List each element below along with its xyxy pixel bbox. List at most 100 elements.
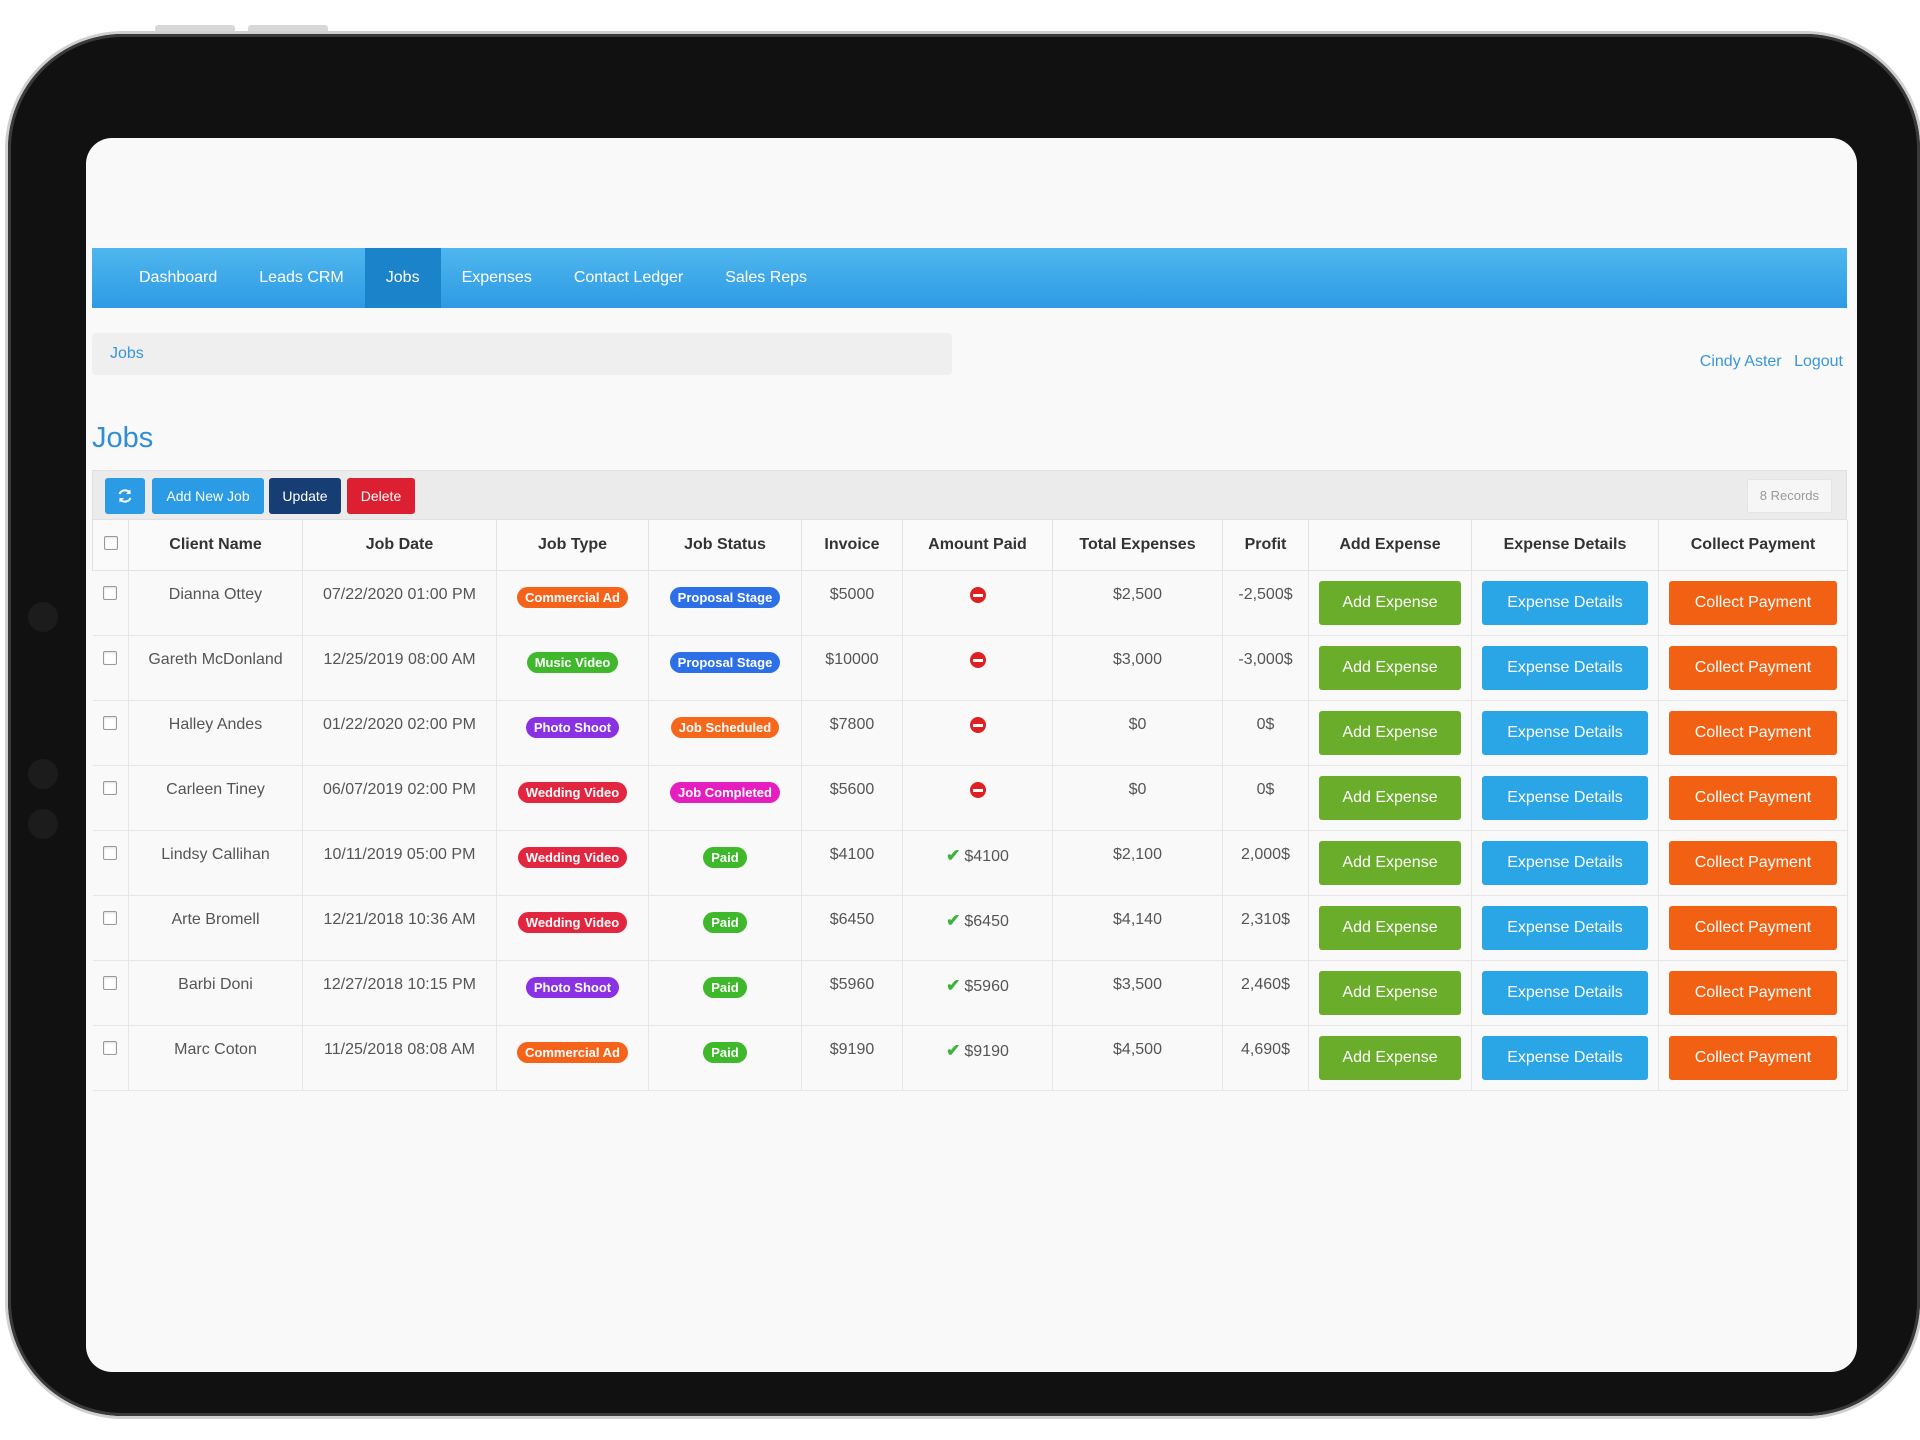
collect-payment-button[interactable]: Collect Payment xyxy=(1669,645,1837,690)
row-checkbox[interactable] xyxy=(103,976,118,990)
column-header[interactable]: Total Expenses xyxy=(1052,520,1223,571)
logout-link[interactable]: Logout xyxy=(1794,353,1843,370)
profit-cell: -2,500$ xyxy=(1222,570,1309,636)
column-header: Collect Payment xyxy=(1658,520,1848,571)
add-new-job-button[interactable]: Add New Job xyxy=(152,478,264,514)
nav-leads-crm[interactable]: Leads CRM xyxy=(259,269,344,286)
collect-payment-button[interactable]: Collect Payment xyxy=(1669,905,1837,950)
table-row[interactable]: Dianna Ottey 07/22/2020 01:00 PM Commerc… xyxy=(92,570,1848,636)
invoice-cell: $4100 xyxy=(801,830,903,896)
add-expense-button[interactable]: Add Expense xyxy=(1319,710,1461,755)
collect-payment-cell: Collect Payment xyxy=(1658,895,1848,961)
amount-paid-cell xyxy=(902,765,1053,831)
column-header[interactable]: Profit xyxy=(1222,520,1309,571)
total-expenses-cell: $4,500 xyxy=(1052,1025,1223,1091)
job-type-cell: Photo Shoot xyxy=(496,960,649,1026)
expense-details-button[interactable]: Expense Details xyxy=(1482,840,1648,885)
amount-paid-value: $9190 xyxy=(964,1043,1009,1060)
job-status-badge: Paid xyxy=(703,912,747,933)
nav-sales-reps[interactable]: Sales Reps xyxy=(725,269,808,286)
add-expense-button[interactable]: Add Expense xyxy=(1319,970,1461,1015)
expense-details-button[interactable]: Expense Details xyxy=(1482,905,1648,950)
expense-details-button[interactable]: Expense Details xyxy=(1482,1035,1648,1080)
job-type-badge: Wedding Video xyxy=(517,847,628,868)
job-status-badge: Job Scheduled xyxy=(670,717,780,738)
invoice-cell: $6450 xyxy=(801,895,903,961)
delete-button[interactable]: Delete xyxy=(347,478,415,514)
collect-payment-button[interactable]: Collect Payment xyxy=(1669,970,1837,1015)
row-checkbox[interactable] xyxy=(103,1041,118,1055)
row-checkbox[interactable] xyxy=(103,651,118,665)
add-expense-button[interactable]: Add Expense xyxy=(1319,580,1461,625)
select-all-checkbox[interactable] xyxy=(103,535,118,550)
column-header[interactable]: Amount Paid xyxy=(902,520,1053,571)
column-header[interactable]: Client Name xyxy=(128,520,303,571)
collect-payment-button[interactable]: Collect Payment xyxy=(1669,775,1837,820)
invoice-cell: $5000 xyxy=(801,570,903,636)
row-checkbox[interactable] xyxy=(103,781,118,795)
add-expense-button[interactable]: Add Expense xyxy=(1319,645,1461,690)
user-name-link[interactable]: Cindy Aster xyxy=(1699,353,1782,370)
column-header[interactable]: Invoice xyxy=(801,520,903,571)
column-header[interactable]: Job Status xyxy=(648,520,802,571)
job-date-cell: 12/27/2018 10:15 PM xyxy=(302,960,497,1026)
row-checkbox[interactable] xyxy=(103,911,118,925)
job-type-badge: Commercial Ad xyxy=(517,587,628,608)
total-expenses-cell: $2,500 xyxy=(1052,570,1223,636)
profit-cell: 2,000$ xyxy=(1222,830,1309,896)
expense-details-button[interactable]: Expense Details xyxy=(1482,645,1648,690)
job-status-cell: Paid xyxy=(648,830,802,896)
nav-dashboard[interactable]: Dashboard xyxy=(139,269,218,286)
collect-payment-button[interactable]: Collect Payment xyxy=(1669,1035,1837,1080)
job-status-cell: Proposal Stage xyxy=(648,570,802,636)
add-expense-button[interactable]: Add Expense xyxy=(1319,840,1461,885)
refresh-button[interactable] xyxy=(105,478,145,514)
add-expense-cell: Add Expense xyxy=(1308,635,1472,701)
add-expense-button[interactable]: Add Expense xyxy=(1319,1035,1461,1080)
expense-details-cell: Expense Details xyxy=(1471,570,1659,636)
nav-contact-ledger[interactable]: Contact Ledger xyxy=(573,269,684,286)
table-row[interactable]: Carleen Tiney 06/07/2019 02:00 PM Weddin… xyxy=(92,765,1848,831)
collect-payment-button[interactable]: Collect Payment xyxy=(1669,580,1837,625)
breadcrumb-jobs-link[interactable]: Jobs xyxy=(110,345,144,362)
row-select-cell xyxy=(92,1025,129,1091)
job-type-cell: Wedding Video xyxy=(496,765,649,831)
table-row[interactable]: Lindsy Callihan 10/11/2019 05:00 PM Wedd… xyxy=(92,830,1848,896)
expense-details-button[interactable]: Expense Details xyxy=(1482,775,1648,820)
row-checkbox[interactable] xyxy=(103,716,118,730)
amount-paid-value: $4100 xyxy=(964,848,1009,865)
expense-details-cell: Expense Details xyxy=(1471,1025,1659,1091)
add-expense-cell: Add Expense xyxy=(1308,700,1472,766)
table-row[interactable]: Arte Bromell 12/21/2018 10:36 AM Wedding… xyxy=(92,895,1848,961)
breadcrumb: Jobs xyxy=(92,333,952,375)
job-type-badge: Music Video xyxy=(526,652,619,673)
job-date-cell: 10/11/2019 05:00 PM xyxy=(302,830,497,896)
total-expenses-cell: $3,500 xyxy=(1052,960,1223,1026)
job-type-badge: Wedding Video xyxy=(517,782,628,803)
table-row[interactable]: Gareth McDonland 12/25/2019 08:00 AM Mus… xyxy=(92,635,1848,701)
main-navbar: Dashboard Leads CRM Jobs Expenses Contac… xyxy=(92,248,1847,308)
table-row[interactable]: Barbi Doni 12/27/2018 10:15 PM Photo Sho… xyxy=(92,960,1848,1026)
table-row[interactable]: Marc Coton 11/25/2018 08:08 AM Commercia… xyxy=(92,1025,1848,1091)
update-button[interactable]: Update xyxy=(269,478,341,514)
row-checkbox[interactable] xyxy=(103,586,118,600)
collect-payment-button[interactable]: Collect Payment xyxy=(1669,840,1837,885)
expense-details-button[interactable]: Expense Details xyxy=(1482,970,1648,1015)
add-expense-button[interactable]: Add Expense xyxy=(1319,905,1461,950)
collect-payment-button[interactable]: Collect Payment xyxy=(1669,710,1837,755)
amount-paid-value: $6450 xyxy=(964,913,1009,930)
column-header[interactable]: Job Date xyxy=(302,520,497,571)
total-expenses-cell: $3,000 xyxy=(1052,635,1223,701)
nav-expenses[interactable]: Expenses xyxy=(461,269,532,286)
job-type-badge: Commercial Ad xyxy=(517,1042,628,1063)
expense-details-button[interactable]: Expense Details xyxy=(1482,580,1648,625)
nav-jobs[interactable]: Jobs xyxy=(364,248,441,308)
expense-details-button[interactable]: Expense Details xyxy=(1482,710,1648,755)
device-top-button-2 xyxy=(248,25,328,31)
table-row[interactable]: Halley Andes 01/22/2020 02:00 PM Photo S… xyxy=(92,700,1848,766)
add-expense-button[interactable]: Add Expense xyxy=(1319,775,1461,820)
column-header[interactable]: Job Type xyxy=(496,520,649,571)
amount-paid-cell xyxy=(902,700,1053,766)
job-date-cell: 06/07/2019 02:00 PM xyxy=(302,765,497,831)
row-checkbox[interactable] xyxy=(103,846,118,860)
